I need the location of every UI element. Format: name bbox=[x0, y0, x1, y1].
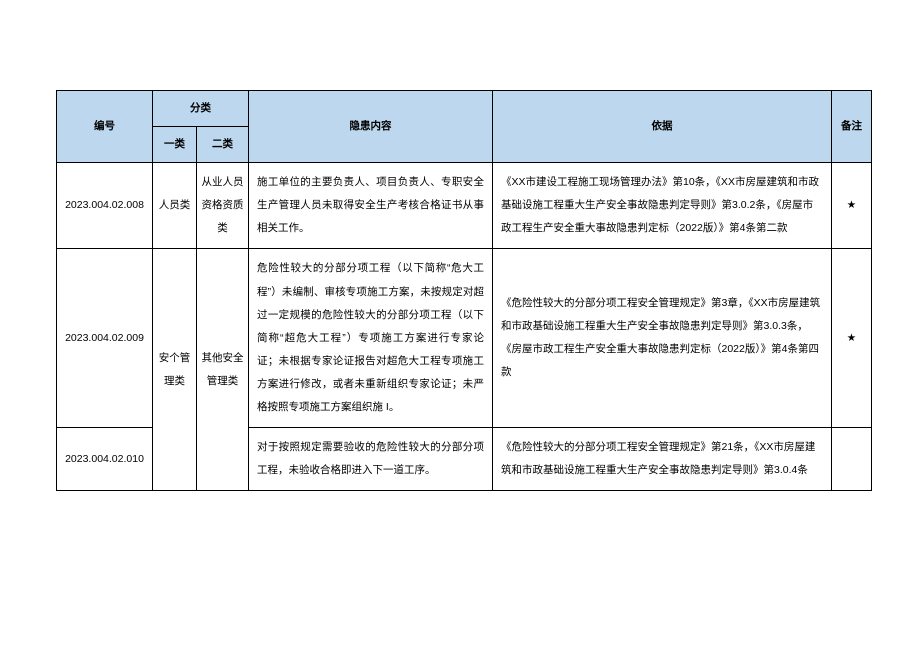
cell-remark: ★ bbox=[832, 249, 872, 428]
th-category: 分类 bbox=[153, 91, 249, 127]
cell-basis: 《危险性较大的分部分项工程安全管理规定》第3章，《XX市房屋建筑和市政基础设施工… bbox=[493, 249, 832, 428]
cell-basis: 《XX市建设工程施工现场管理办法》第10条，《XX市房屋建筑和市政基础设施工程重… bbox=[493, 163, 832, 249]
th-cat1: 一类 bbox=[153, 127, 197, 163]
cell-cat2: 从业人员资格资质类 bbox=[197, 163, 249, 249]
cell-id: 2023.004.02.010 bbox=[57, 428, 153, 491]
th-remark: 备注 bbox=[832, 91, 872, 163]
th-id: 编号 bbox=[57, 91, 153, 163]
cell-content: 危险性较大的分部分项工程（以下简称“危大工程”）未编制、审核专项施工方案，未按规… bbox=[249, 249, 493, 428]
table-row: 2023.004.02.008 人员类 从业人员资格资质类 施工单位的主要负责人… bbox=[57, 163, 872, 249]
cell-cat1: 安个管理类 bbox=[153, 249, 197, 491]
cell-id: 2023.004.02.009 bbox=[57, 249, 153, 428]
th-content: 隐患内容 bbox=[249, 91, 493, 163]
cell-content: 对于按照规定需要验收的危险性较大的分部分项工程，未验收合格即进入下一道工序。 bbox=[249, 428, 493, 491]
cell-content: 施工单位的主要负责人、项目负责人、专职安全生产管理人员未取得安全生产考核合格证书… bbox=[249, 163, 493, 249]
cell-remark: ★ bbox=[832, 163, 872, 249]
th-cat2: 二类 bbox=[197, 127, 249, 163]
th-basis: 依据 bbox=[493, 91, 832, 163]
hazard-table: 编号 分类 隐患内容 依据 备注 一类 二类 2023.004.02.008 人… bbox=[56, 90, 872, 491]
cell-id: 2023.004.02.008 bbox=[57, 163, 153, 249]
cell-remark bbox=[832, 428, 872, 491]
cell-cat2: 其他安全管理类 bbox=[197, 249, 249, 491]
cell-basis: 《危险性较大的分部分项工程安全管理规定》第21条，《XX市房屋建筑和市政基础设施… bbox=[493, 428, 832, 491]
cell-cat1: 人员类 bbox=[153, 163, 197, 249]
table-row: 2023.004.02.009 安个管理类 其他安全管理类 危险性较大的分部分项… bbox=[57, 249, 872, 428]
